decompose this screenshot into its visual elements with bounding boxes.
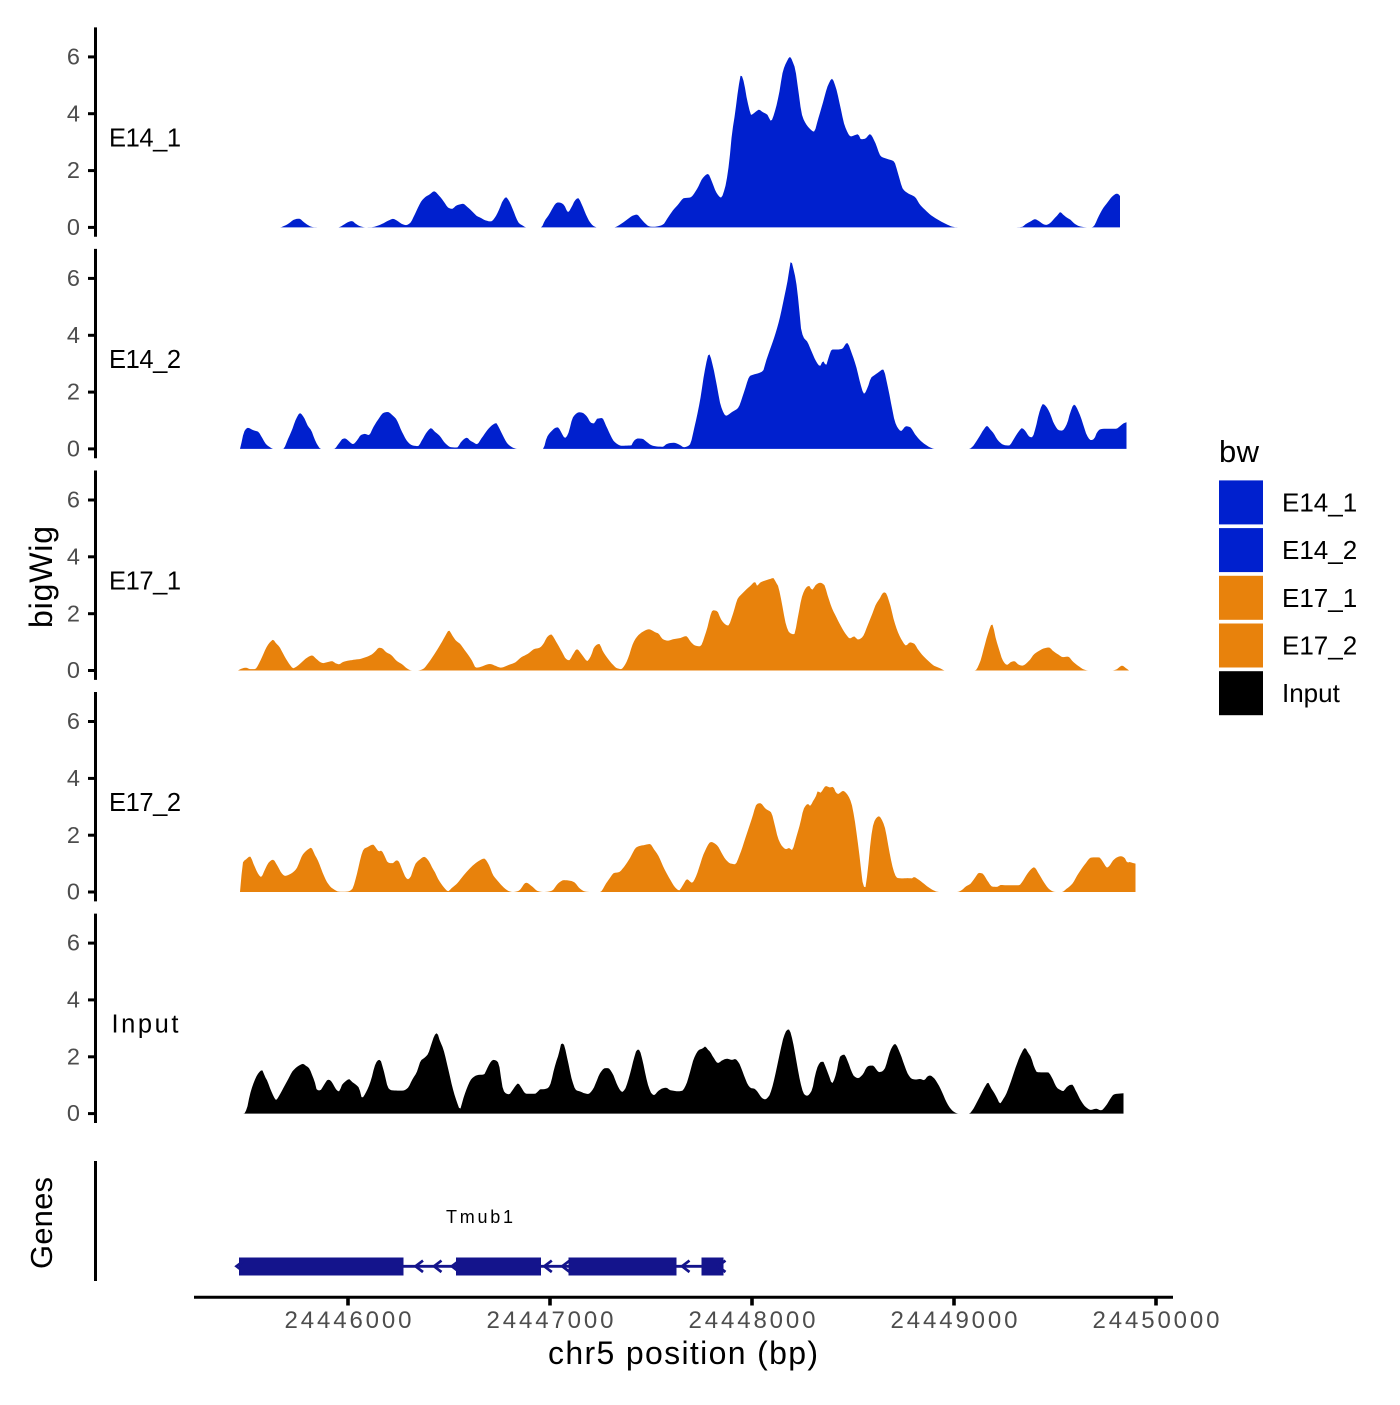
- svg-text:6: 6: [67, 44, 80, 70]
- svg-text:0: 0: [67, 657, 80, 683]
- svg-text:chr5 position (bp): chr5 position (bp): [548, 1335, 818, 1371]
- svg-text:4: 4: [67, 543, 80, 569]
- svg-text:2: 2: [67, 600, 80, 626]
- svg-text:E14_2: E14_2: [109, 346, 181, 374]
- svg-text:E17_2: E17_2: [109, 789, 181, 817]
- svg-text:2: 2: [67, 379, 80, 405]
- svg-text:0: 0: [67, 1100, 80, 1126]
- svg-text:Input: Input: [112, 1011, 179, 1039]
- svg-text:6: 6: [67, 708, 80, 734]
- svg-text:2: 2: [67, 822, 80, 848]
- svg-text:E14_1: E14_1: [1282, 487, 1357, 517]
- svg-text:2: 2: [67, 157, 80, 183]
- svg-text:Genes: Genes: [24, 1177, 59, 1269]
- svg-text:E14_2: E14_2: [1282, 535, 1357, 565]
- svg-text:E17_2: E17_2: [1282, 631, 1357, 661]
- svg-text:0: 0: [67, 436, 80, 462]
- svg-text:6: 6: [67, 930, 80, 956]
- svg-text:6: 6: [67, 487, 80, 513]
- svg-text:2: 2: [67, 1043, 80, 1069]
- svg-text:4: 4: [67, 765, 80, 791]
- svg-text:E14_1: E14_1: [109, 124, 181, 152]
- svg-text:0: 0: [67, 879, 80, 905]
- svg-text:Input: Input: [1282, 678, 1341, 708]
- svg-text:4: 4: [67, 987, 80, 1013]
- svg-text:0: 0: [67, 214, 80, 240]
- svg-text:6: 6: [67, 265, 80, 291]
- svg-text:bw: bw: [1219, 434, 1260, 469]
- svg-text:E17_1: E17_1: [1282, 583, 1357, 613]
- svg-text:Tmub1: Tmub1: [446, 1207, 513, 1227]
- svg-text:E17_1: E17_1: [109, 568, 181, 596]
- svg-text:4: 4: [67, 322, 80, 348]
- svg-text:bigWig: bigWig: [23, 526, 59, 628]
- svg-text:4: 4: [67, 100, 80, 126]
